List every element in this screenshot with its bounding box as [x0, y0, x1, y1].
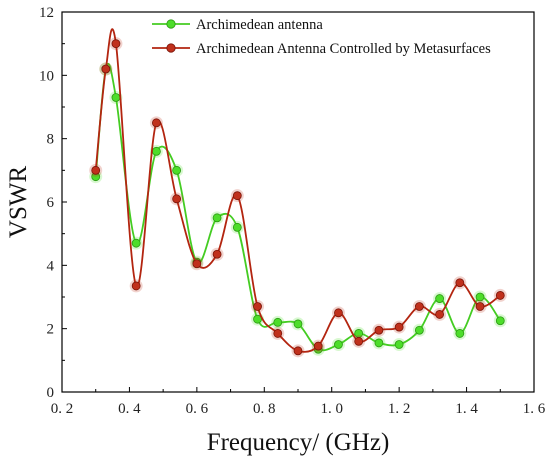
data-point — [455, 329, 465, 338]
series-line-archimedean — [94, 62, 502, 352]
data-point — [212, 213, 222, 223]
data-point — [172, 165, 182, 175]
legend-label-archimedean: Archimedean antenna — [196, 17, 323, 33]
data-point — [273, 317, 283, 327]
data-point — [131, 281, 141, 291]
legend-marker-archimedean — [166, 19, 176, 29]
data-point — [435, 294, 445, 303]
data-point — [414, 325, 424, 335]
y-tick-label: 12 — [39, 5, 54, 21]
data-point — [192, 259, 202, 269]
x-tick-label: 1. 6 — [523, 401, 546, 417]
data-point — [273, 329, 283, 338]
data-point — [253, 302, 262, 311]
data-point — [354, 336, 364, 346]
data-point — [495, 316, 505, 326]
data-point — [313, 341, 323, 351]
x-tick-label: 0. 2 — [51, 401, 74, 417]
x-axis-title: Frequency/ (GHz) — [207, 429, 390, 456]
y-tick-label: 6 — [47, 195, 55, 211]
data-point — [91, 165, 101, 175]
data-point — [334, 340, 343, 349]
data-point — [172, 194, 182, 204]
data-point — [101, 64, 111, 74]
y-tick-label: 8 — [47, 132, 55, 148]
x-tick-label: 0. 8 — [253, 401, 276, 417]
data-point — [293, 319, 303, 329]
data-point — [455, 278, 465, 288]
y-tick-label: 10 — [39, 68, 54, 84]
legend: Archimedean antenna Archimedean Antenna … — [152, 17, 491, 57]
series-metasurface — [89, 28, 507, 358]
x-tick-label: 1. 2 — [388, 401, 411, 417]
x-tick-label: 0. 4 — [118, 401, 141, 417]
ticks-layer: 0. 2 0. 4 0. 6 0. 8 1. 0 1. 2 1. 4 1. 6 0 2 4 6 8 10 1… — [39, 5, 546, 417]
data-point — [111, 93, 121, 102]
data-point — [131, 238, 141, 248]
data-point — [414, 302, 424, 311]
data-point — [374, 325, 384, 335]
data-point — [232, 222, 242, 232]
y-tick-label: 4 — [47, 258, 55, 274]
x-tick-label: 1. 0 — [320, 401, 343, 417]
data-point — [151, 118, 161, 128]
data-point — [475, 292, 485, 302]
data-point — [212, 249, 222, 259]
data-point — [334, 308, 343, 318]
y-axis-title: VSWR — [5, 166, 32, 239]
data-point — [475, 302, 485, 311]
data-point — [151, 146, 161, 156]
data-point — [394, 322, 404, 332]
data-point — [293, 346, 303, 356]
data-point — [495, 291, 505, 300]
y-tick-label: 0 — [47, 385, 55, 401]
data-point — [232, 191, 242, 201]
y-tick-label: 2 — [47, 322, 55, 338]
legend-label-metasurface: Archimedean Antenna Controlled by Metasu… — [196, 41, 491, 57]
x-tick-label: 0. 6 — [186, 401, 209, 417]
data-point — [435, 310, 445, 319]
series-layer — [89, 28, 507, 358]
data-point — [394, 340, 404, 349]
data-point — [111, 39, 121, 49]
data-point — [374, 338, 384, 348]
legend-marker-metasurface — [166, 43, 176, 53]
x-tick-label: 1. 4 — [455, 401, 478, 417]
